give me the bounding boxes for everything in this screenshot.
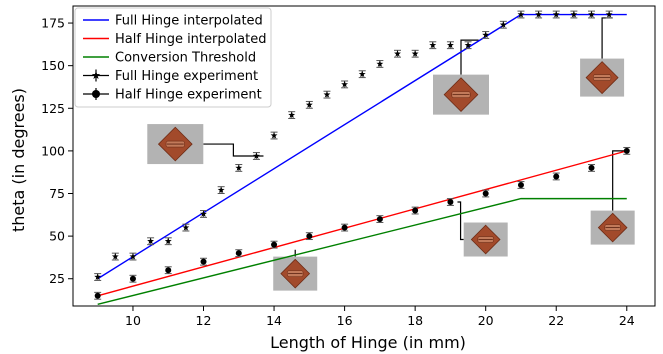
data-point-full-hinge-experiment	[252, 152, 260, 159]
data-point-full-hinge-experiment	[129, 252, 137, 260]
legend-label: Half Hinge experiment	[115, 88, 262, 103]
data-point-full-hinge-experiment	[464, 41, 472, 49]
data-point-full-hinge-experiment	[411, 50, 419, 57]
data-point-half-hinge-experiment	[517, 181, 524, 188]
legend-label: Full Hinge interpolated	[115, 14, 263, 29]
y-axis-label: theta (in degrees)	[9, 88, 28, 232]
data-point-half-hinge-experiment	[482, 190, 489, 197]
data-point-half-hinge-experiment	[306, 233, 313, 240]
data-point-full-hinge-experiment	[341, 80, 349, 88]
y-tick-label: 150	[41, 58, 65, 73]
data-point-full-hinge-experiment	[200, 210, 207, 217]
legend-label: Conversion Threshold	[115, 51, 256, 66]
data-point-full-hinge-experiment	[535, 10, 543, 18]
data-point-full-hinge-experiment	[217, 186, 225, 193]
legend-circle-marker	[92, 90, 100, 98]
series-line-half-hinge-interpolated	[97, 150, 627, 297]
plot-frame	[72, 5, 656, 307]
series-layer	[94, 10, 631, 305]
data-point-full-hinge-experiment	[429, 41, 437, 49]
legend: Full Hinge interpolated Half Hinge interp…	[74, 7, 272, 108]
x-tick-label: 10	[125, 313, 141, 328]
data-point-full-hinge-experiment	[517, 10, 525, 18]
x-tick-label: 14	[266, 313, 282, 328]
data-point-full-hinge-experiment	[588, 10, 595, 18]
data-point-half-hinge-experiment	[235, 250, 242, 257]
hinge-photo-icon	[590, 210, 635, 245]
data-point-full-hinge-experiment	[94, 273, 102, 280]
data-point-full-hinge-experiment	[111, 252, 119, 260]
annotation-connector	[457, 201, 464, 241]
data-point-half-hinge-experiment	[94, 292, 101, 299]
annotation-connector	[460, 39, 479, 75]
x-tick-label: 18	[407, 313, 423, 328]
legend-label: Half Hinge interpolated	[115, 32, 267, 47]
data-point-full-hinge-experiment	[305, 101, 313, 108]
hinge-photo-icon	[147, 124, 204, 165]
y-tick-label: 50	[49, 229, 65, 244]
data-point-full-hinge-experiment	[499, 21, 507, 28]
y-tick-label: 100	[41, 143, 65, 158]
x-tick-label: 20	[478, 313, 494, 328]
x-tick-label: 22	[548, 313, 564, 328]
y-tick-label: 25	[49, 271, 65, 286]
data-point-full-hinge-experiment	[235, 164, 243, 171]
data-point-full-hinge-experiment	[570, 10, 578, 18]
data-point-half-hinge-experiment	[376, 216, 383, 223]
hinge-photo-icon	[433, 74, 489, 115]
data-point-full-hinge-experiment	[323, 91, 331, 98]
legend-label: Full Hinge experiment	[115, 69, 258, 84]
data-point-half-hinge-experiment	[129, 275, 136, 282]
legend-star-marker	[91, 71, 101, 80]
data-point-full-hinge-experiment	[147, 237, 155, 245]
data-point-full-hinge-experiment	[164, 237, 172, 245]
data-point-half-hinge-experiment	[341, 224, 348, 231]
axes-layer: 10 12 14 16 18 20 22 24 25 50 75 100 125 150 175	[41, 5, 656, 328]
annotation-connector	[601, 17, 613, 59]
data-point-full-hinge-experiment	[552, 10, 560, 18]
data-point-full-hinge-experiment	[270, 131, 278, 139]
hinge-photo-annotations	[147, 17, 635, 291]
data-point-half-hinge-experiment	[412, 207, 419, 214]
data-point-half-hinge-experiment	[447, 199, 454, 206]
data-point-half-hinge-experiment	[165, 267, 172, 274]
data-point-half-hinge-experiment	[200, 258, 207, 265]
hinge-photo-icon	[273, 256, 318, 291]
data-point-half-hinge-experiment	[271, 241, 278, 248]
data-point-full-hinge-experiment	[482, 31, 490, 38]
data-point-full-hinge-experiment	[288, 111, 296, 118]
data-point-full-hinge-experiment	[376, 60, 384, 67]
series-line-conversion-threshold	[97, 197, 627, 305]
x-tick-label: 24	[619, 313, 635, 328]
legend-box	[74, 7, 272, 108]
data-point-full-hinge-experiment	[605, 10, 613, 18]
y-tick-label: 175	[41, 16, 65, 31]
y-tick-label: 125	[41, 101, 65, 116]
annotation-connector	[612, 150, 627, 211]
y-tick-label: 75	[49, 186, 65, 201]
x-tick-label: 16	[337, 313, 353, 328]
x-tick-label: 12	[196, 313, 212, 328]
x-axis-label: Length of Hinge (in mm)	[270, 333, 466, 352]
data-point-half-hinge-experiment	[623, 147, 630, 154]
annotation-connector	[203, 143, 264, 157]
data-point-full-hinge-experiment	[446, 41, 454, 49]
data-point-full-hinge-experiment	[358, 70, 366, 78]
data-point-full-hinge-experiment	[394, 50, 401, 57]
data-point-half-hinge-experiment	[553, 173, 560, 180]
data-point-full-hinge-experiment	[182, 223, 190, 231]
hinge-photo-icon	[580, 58, 625, 97]
hinge-photo-icon	[463, 222, 508, 257]
data-point-half-hinge-experiment	[588, 164, 595, 171]
